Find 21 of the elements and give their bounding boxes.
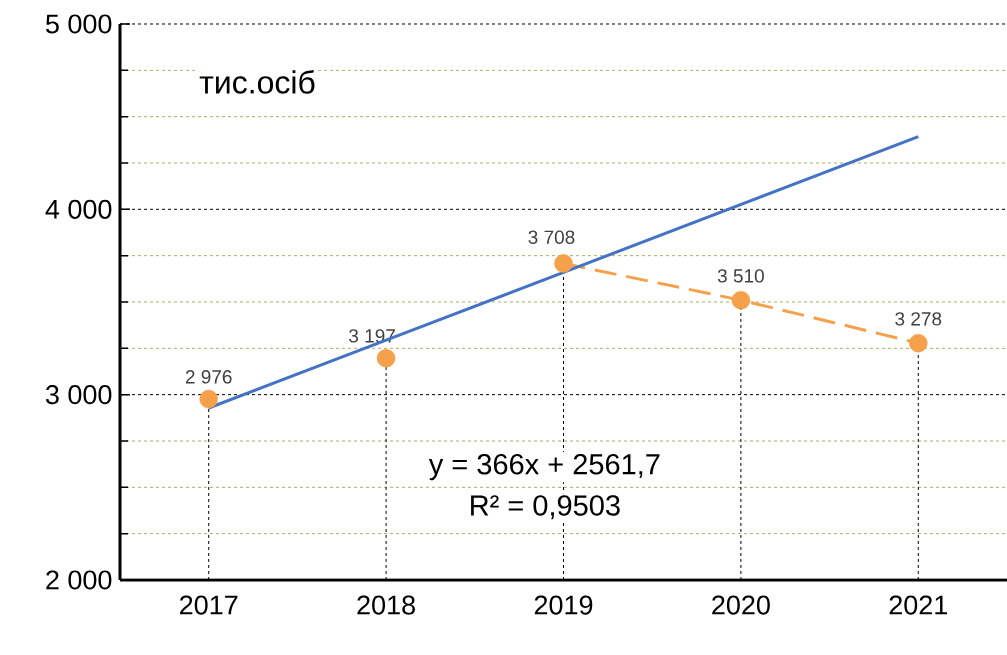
- x-tick-label: 2019: [534, 595, 593, 615]
- point: [554, 254, 573, 273]
- data-label: 3 278: [895, 312, 942, 326]
- data-label: 3 510: [717, 269, 764, 283]
- y-tick-label: 5 000: [45, 14, 112, 34]
- x-tick-label: 2018: [357, 595, 415, 615]
- point: [199, 389, 218, 409]
- x-tick-label: 2017: [180, 595, 238, 615]
- annotation: тис.осіб: [199, 69, 315, 94]
- annotation: R² = 0,9503: [471, 495, 620, 520]
- point: [731, 290, 751, 310]
- data-label: 2 976: [185, 370, 232, 384]
- y-tick-label: 3 000: [45, 385, 112, 405]
- data-label: 3 708: [528, 230, 575, 244]
- x-tick-label: 2020: [712, 595, 770, 615]
- point: [909, 333, 928, 353]
- annotation: y = 366x + 2561,7: [428, 453, 660, 481]
- y-tick-label: 4 000: [45, 199, 112, 219]
- x-tick-label: 2021: [889, 595, 948, 615]
- point: [376, 348, 396, 368]
- y-tick-label: 2 000: [46, 570, 112, 590]
